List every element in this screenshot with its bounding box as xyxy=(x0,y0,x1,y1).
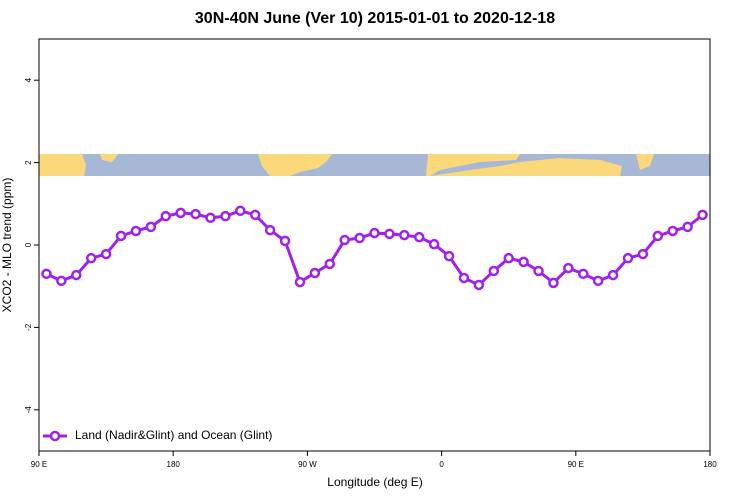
point xyxy=(85,252,97,264)
legend-label: Land (Nadir&Glint) and Ocean (Glint) xyxy=(75,428,272,442)
point xyxy=(473,279,485,291)
point xyxy=(235,205,246,217)
point xyxy=(533,265,544,277)
point xyxy=(503,252,514,264)
point xyxy=(220,210,231,222)
point xyxy=(652,230,664,242)
point xyxy=(413,231,425,243)
plot-frame xyxy=(38,38,711,452)
point xyxy=(458,272,470,284)
point xyxy=(488,265,500,277)
point xyxy=(115,230,127,242)
point xyxy=(384,228,395,240)
point xyxy=(563,262,574,274)
point xyxy=(667,225,678,237)
point xyxy=(160,210,171,222)
point xyxy=(339,234,350,246)
y-tick-label: 4 xyxy=(24,77,33,82)
point xyxy=(249,209,261,221)
point xyxy=(578,268,589,280)
x-tick-label: 0 xyxy=(439,460,444,469)
point xyxy=(682,221,693,233)
x-tick-label: 90 E xyxy=(568,460,584,469)
series-line xyxy=(45,209,704,287)
point xyxy=(71,269,82,281)
point xyxy=(56,275,67,287)
y-tick-label: 2 xyxy=(24,160,33,165)
point xyxy=(41,268,52,280)
point xyxy=(294,276,306,288)
point xyxy=(369,227,380,239)
point xyxy=(637,248,649,260)
point xyxy=(264,224,276,236)
point xyxy=(399,229,410,241)
point xyxy=(592,275,604,287)
point xyxy=(130,225,142,237)
point xyxy=(443,250,455,262)
point xyxy=(697,209,708,221)
point xyxy=(205,212,216,224)
point xyxy=(145,221,157,233)
chart-title: 30N-40N June (Ver 10) 2015-01-01 to 2020… xyxy=(195,10,555,27)
point xyxy=(100,248,112,260)
x-tick-label: 180 xyxy=(703,460,717,469)
point xyxy=(428,238,440,250)
point xyxy=(190,208,201,220)
point xyxy=(324,258,336,270)
x-tick-label: 90 E xyxy=(31,460,47,469)
point xyxy=(518,256,529,268)
point xyxy=(175,207,186,219)
y-tick-label: -2 xyxy=(24,323,33,331)
point xyxy=(279,235,291,247)
point xyxy=(309,267,321,279)
point xyxy=(607,269,619,281)
y-tick-label: 0 xyxy=(24,242,33,247)
y-axis-label: XCO2 - MLO trend (ppm) xyxy=(0,178,14,313)
y-tick-label: -4 xyxy=(24,406,33,414)
x-tick-label: 90 W xyxy=(298,460,317,469)
map-strip xyxy=(39,154,710,176)
x-axis-label: Longitude (deg E) xyxy=(327,475,422,489)
point xyxy=(548,277,559,289)
x-tick-label: 180 xyxy=(167,460,181,469)
legend-marker xyxy=(49,430,61,442)
point xyxy=(354,232,365,244)
point xyxy=(622,252,634,264)
